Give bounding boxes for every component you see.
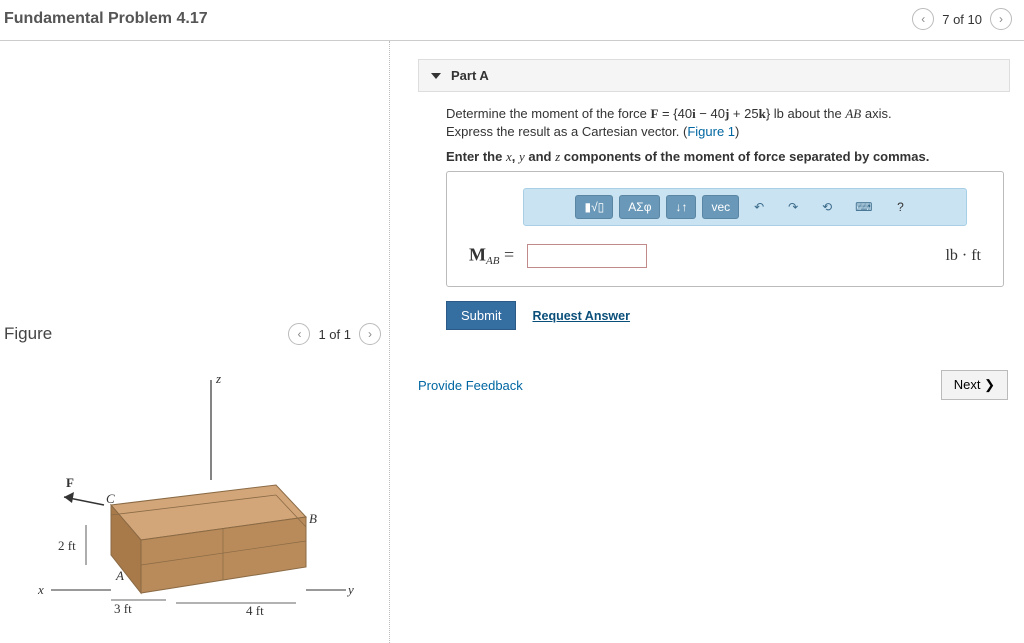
dim-3ft: 3 ft	[114, 601, 132, 616]
problem-title: Fundamental Problem 4.17	[4, 10, 208, 28]
reset-button[interactable]: ⟲	[813, 195, 841, 219]
subscript-button[interactable]: ↓↑	[666, 195, 696, 219]
axis-x-label: x	[37, 582, 44, 597]
force-f-label: F	[66, 475, 74, 490]
page-header: Fundamental Problem 4.17 ‹ 7 of 10 ›	[0, 0, 1024, 41]
instruction-line: Enter the x, y and z components of the m…	[446, 149, 1004, 165]
figure-title: Figure	[4, 324, 52, 344]
question-panel: Part A Determine the moment of the force…	[390, 41, 1024, 643]
point-a-label: A	[115, 568, 124, 583]
figure-prev-button[interactable]: ‹	[288, 323, 310, 345]
greek-button[interactable]: ΑΣφ	[619, 195, 660, 219]
question-line-2: Express the result as a Cartesian vector…	[446, 124, 1004, 139]
vector-button[interactable]: vec	[702, 195, 739, 219]
figure-pager: ‹ 1 of 1 ›	[288, 323, 381, 345]
request-answer-link[interactable]: Request Answer	[532, 309, 629, 323]
page-pager: ‹ 7 of 10 ›	[912, 8, 1012, 30]
help-button[interactable]: ?	[887, 195, 915, 219]
figure-link[interactable]: Figure 1	[687, 124, 735, 139]
dim-4ft: 4 ft	[246, 603, 264, 618]
next-button[interactable]: Next ❯	[941, 370, 1008, 400]
point-c-label: C	[106, 491, 115, 506]
question-line-1: Determine the moment of the force F = {4…	[446, 106, 1004, 122]
equation-toolbar: ▮√▯ ΑΣφ ↓↑ vec ↶ ↷ ⟲ ⌨ ?	[523, 188, 967, 226]
figure-pager-text: 1 of 1	[318, 327, 351, 342]
unit-label: lb · ft	[945, 247, 981, 265]
collapse-icon	[431, 73, 441, 79]
answer-label: MAB =	[469, 244, 647, 268]
dim-2ft: 2 ft	[58, 538, 76, 553]
prev-page-button[interactable]: ‹	[912, 8, 934, 30]
point-b-label: B	[309, 511, 317, 526]
axis-z-label: z	[215, 371, 221, 386]
figure-panel: Figure ‹ 1 of 1 › z	[0, 41, 390, 643]
undo-button[interactable]: ↶	[745, 195, 773, 219]
answer-box: ▮√▯ ΑΣφ ↓↑ vec ↶ ↷ ⟲ ⌨ ? MAB =	[446, 171, 1004, 287]
keyboard-button[interactable]: ⌨	[847, 195, 880, 219]
part-header[interactable]: Part A	[418, 59, 1010, 92]
pager-text: 7 of 10	[942, 12, 982, 27]
part-label: Part A	[451, 68, 489, 83]
submit-button[interactable]: Submit	[446, 301, 516, 330]
redo-button[interactable]: ↷	[779, 195, 807, 219]
figure-next-button[interactable]: ›	[359, 323, 381, 345]
answer-input[interactable]	[527, 244, 647, 268]
next-page-button[interactable]: ›	[990, 8, 1012, 30]
template-button[interactable]: ▮√▯	[575, 195, 613, 219]
axis-y-label: y	[346, 582, 354, 597]
figure-diagram: z C A B	[4, 365, 381, 625]
provide-feedback-link[interactable]: Provide Feedback	[418, 378, 523, 393]
